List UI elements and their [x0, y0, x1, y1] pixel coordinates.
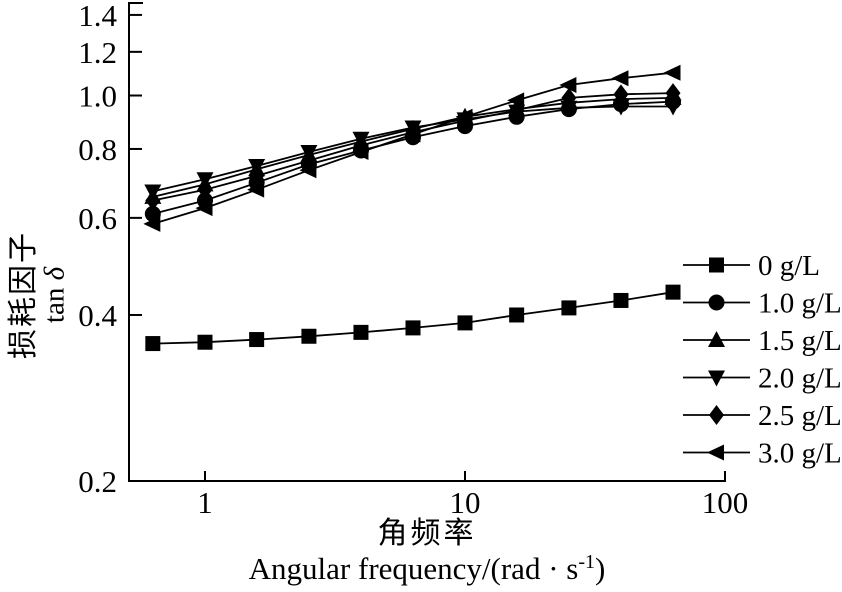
- series-3.0-g-L: [143, 64, 681, 232]
- legend-label: 0 g/L: [758, 250, 820, 282]
- marker-diamond-icon: [197, 179, 213, 200]
- marker-triangle-left-icon: [247, 181, 265, 198]
- y-tick-label: 0.4: [78, 298, 117, 333]
- y-tick-label: 0.2: [78, 464, 117, 499]
- legend-item: 0 g/L: [683, 250, 820, 282]
- axes-spines: [128, 2, 726, 482]
- marker-square-icon: [249, 332, 265, 348]
- marker-triangle-left-icon: [195, 200, 213, 217]
- x-axis-title-en-main: Angular frequency/(rad · s: [248, 551, 579, 587]
- marker-square-icon: [405, 320, 421, 336]
- x-axis-title-en-sup: -1: [578, 550, 596, 573]
- marker-triangle-left-icon: [403, 126, 421, 143]
- y-tick-label: 0.6: [78, 201, 117, 236]
- marker-diamond-icon: [665, 83, 681, 104]
- series-2.5-g-L: [145, 83, 681, 211]
- x-axis-title-en-close: ): [595, 551, 606, 587]
- y-tick-label: 1.4: [78, 0, 117, 33]
- series-0-g-L: [145, 284, 681, 352]
- marker-triangle-left-icon: [507, 92, 525, 109]
- series-line: [152, 92, 674, 202]
- marker-triangle-left-icon: [611, 70, 629, 87]
- marker-diamond-icon: [561, 87, 577, 108]
- marker-square-icon: [457, 315, 473, 331]
- y-axis-title-delta-symbol: δ: [38, 266, 71, 281]
- legend: 0 g/L 1.0 g/L 1.5 g/L 2.0 g/L 2.5 g/L 3.0 g/L: [683, 250, 842, 470]
- series-line: [152, 291, 674, 345]
- marker-diamond-icon: [145, 190, 161, 211]
- marker-diamond-icon: [613, 84, 629, 105]
- x-tick-label: 1: [197, 485, 213, 520]
- marker-triangle-up-icon: [708, 331, 725, 347]
- y-axis-title-zh: 损耗因子: [7, 231, 40, 359]
- y-tick-label: 1.2: [78, 35, 117, 70]
- y-tick-label: 1.0: [78, 79, 117, 114]
- marker-circle-icon: [708, 294, 725, 311]
- marker-triangle-left-icon: [143, 215, 161, 232]
- marker-square-icon: [197, 334, 213, 350]
- y-axis-title-en: tan δ: [39, 267, 72, 323]
- marker-triangle-left-icon: [351, 143, 369, 160]
- y-tick-label: 0.8: [78, 132, 117, 167]
- marker-triangle-left-icon: [455, 108, 473, 125]
- marker-square-icon: [145, 336, 161, 352]
- marker-triangle-left-icon: [299, 162, 317, 179]
- marker-diamond-icon: [249, 165, 265, 186]
- marker-square-icon: [509, 307, 525, 323]
- marker-square-icon: [709, 257, 724, 273]
- series-line: [152, 105, 673, 193]
- x-tick-label: 10: [450, 485, 481, 520]
- legend-label: 1.5 g/L: [758, 325, 842, 357]
- marker-square-icon: [613, 292, 629, 308]
- marker-square-icon: [561, 300, 577, 316]
- series-1.0-g-L: [144, 93, 682, 222]
- legend-item: 1.0 g/L: [683, 288, 842, 320]
- marker-triangle-down-icon: [560, 100, 578, 117]
- marker-square-icon: [665, 284, 681, 300]
- x-tick-label: 100: [702, 485, 749, 520]
- y-axis-title-en-main: tan: [38, 280, 71, 324]
- marker-triangle-left-icon: [707, 444, 724, 461]
- marker-square-icon: [301, 328, 317, 344]
- x-axis-title-zh: 角频率: [377, 517, 477, 550]
- legend-label: 1.0 g/L: [758, 288, 842, 320]
- legend-label: 2.5 g/L: [758, 400, 842, 432]
- legend-item: 3.0 g/L: [683, 438, 842, 470]
- marker-triangle-left-icon: [663, 64, 681, 81]
- legend-item: 2.5 g/L: [683, 400, 842, 432]
- marker-triangle-down-icon: [708, 370, 725, 387]
- legend-label: 3.0 g/L: [758, 438, 842, 470]
- series-line: [152, 100, 674, 215]
- marker-diamond-icon: [709, 405, 724, 425]
- x-axis-title-en: Angular frequency/(rad · s-1): [249, 551, 606, 587]
- marker-triangle-down-icon: [664, 99, 682, 116]
- legend-item: 2.0 g/L: [683, 363, 842, 395]
- marker-triangle-down-icon: [612, 99, 630, 116]
- legend-label: 2.0 g/L: [758, 363, 842, 395]
- marker-square-icon: [353, 324, 369, 340]
- legend-item: 1.5 g/L: [683, 325, 842, 357]
- marker-triangle-left-icon: [559, 76, 577, 93]
